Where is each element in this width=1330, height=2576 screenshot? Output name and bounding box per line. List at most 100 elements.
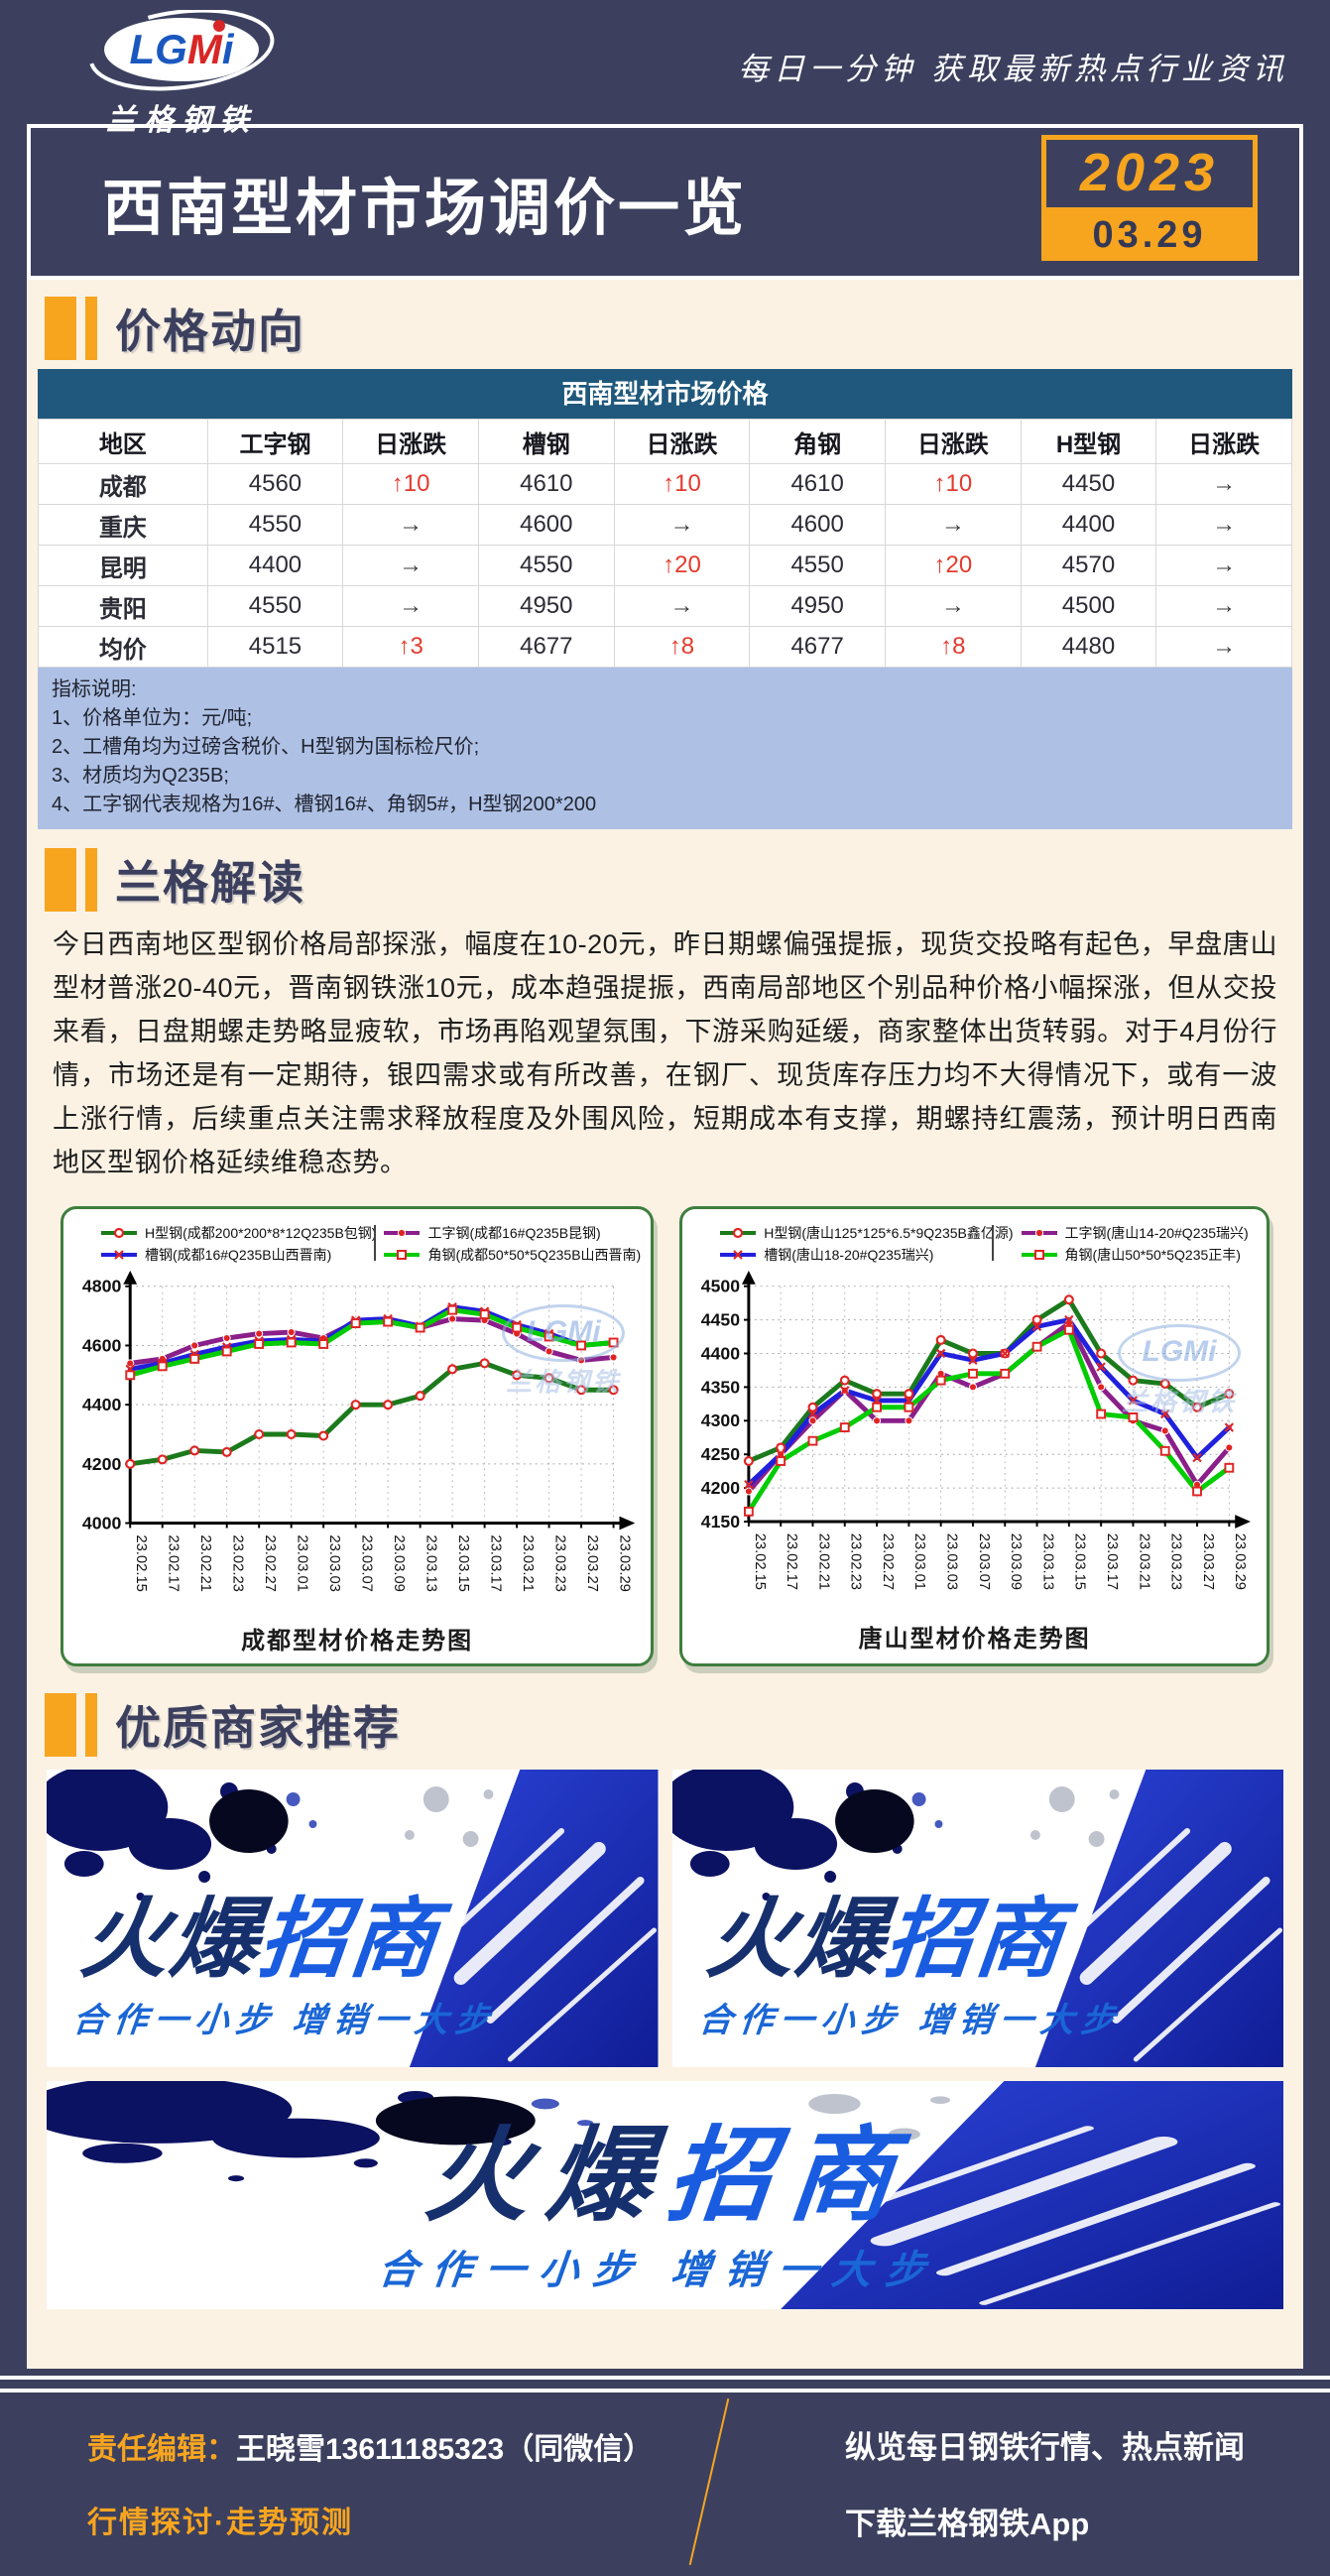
svg-text:23.03.27: 23.03.27 [584, 1534, 600, 1592]
section-marker-icon [85, 848, 97, 912]
svg-text:4800: 4800 [82, 1277, 122, 1296]
price-cell: 4950 [749, 585, 886, 627]
legend-label: 槽钢(唐山18-20#Q235瑞兴) [764, 1247, 934, 1263]
price-cell: 4600 [477, 504, 615, 546]
region-cell: 贵阳 [38, 585, 208, 627]
change-cell: → [1155, 585, 1292, 627]
svg-text:4500: 4500 [701, 1277, 740, 1296]
svg-text:23.03.23: 23.03.23 [1168, 1533, 1184, 1590]
legend-line-icon [720, 1250, 757, 1260]
top-header: LGMi 兰格钢铁 每日一分钟 获取最新热点行业资讯 [0, 0, 1330, 138]
note-item: 2、工槽角均为过磅含税价、H型钢为国标检尺价; [52, 736, 480, 758]
banner-main-left: 火爆 [701, 1890, 891, 1989]
promo-banner[interactable]: 火爆招商 合作一小步 增销一大步 [47, 1770, 659, 2068]
section-header-interpretation: 兰格解读 [45, 847, 1303, 913]
chart-panel-chengdu: H型钢(成都200*200*8*12Q235B包钢) 工字钢(成都16#Q235B… [60, 1206, 655, 1667]
legend-item: 工字钢(成都16#Q235B昆钢) [382, 1223, 641, 1243]
legend-item: H型钢(唐山125*125*6.5*9Q235B鑫亿源) [718, 1223, 1014, 1243]
column-header: 日涨跌 [884, 419, 1022, 464]
svg-text:23.03.07: 23.03.07 [976, 1533, 992, 1590]
svg-text:4600: 4600 [82, 1335, 122, 1355]
legend-line-icon [720, 1227, 757, 1239]
section-marker-icon [85, 1693, 97, 1758]
table-row: 昆明 4400 → 4550 ↑20 4550 ↑20 4570 → [38, 545, 1292, 586]
region-cell: 昆明 [38, 545, 208, 586]
svg-text:23.03.03: 23.03.03 [944, 1533, 960, 1590]
column-header: 工字钢 [206, 419, 344, 464]
notes-title: 指标说明: [52, 678, 137, 700]
svg-text:4400: 4400 [82, 1395, 122, 1414]
svg-text:23.03.13: 23.03.13 [423, 1534, 439, 1592]
editor-label: 责任编辑： [87, 2433, 236, 2466]
svg-text:23.02.17: 23.02.17 [166, 1534, 181, 1592]
divider-line [0, 2376, 1330, 2380]
note-item: 4、工字钢代表规格为16#、槽钢16#、角钢5#，H型钢200*200 [52, 794, 597, 815]
svg-text:4000: 4000 [82, 1513, 122, 1533]
region-cell: 重庆 [38, 504, 208, 546]
price-cell: 4550 [749, 545, 886, 586]
promo-banner[interactable]: 火爆招商 合作一小步 增销一大步 [671, 1770, 1283, 2068]
price-cell: 4480 [1020, 626, 1157, 668]
section-marker-icon [45, 848, 76, 912]
change-cell: → [1155, 545, 1292, 586]
price-table-wrap: 西南型材市场价格 地区 工字钢 日涨跌 槽钢 日涨跌 角钢 日涨跌 H型钢 日涨跌 成都 4560… [38, 369, 1292, 668]
price-trend-chart: 4150 4200 4250 4300 4350 4400 4450 4500 23.02.15… [701, 1271, 1252, 1590]
svg-text:23.03.15: 23.03.15 [1072, 1533, 1088, 1590]
section-header-price-trend: 价格动向 [45, 296, 1303, 361]
legend-label: 工字钢(成都16#Q235B昆钢) [427, 1225, 601, 1241]
svg-text:23.03.03: 23.03.03 [326, 1534, 342, 1592]
svg-text:4150: 4150 [701, 1512, 740, 1532]
legend-label: 槽钢(成都16#Q235B山西晋南) [145, 1247, 332, 1263]
svg-text:LGMi: LGMi [130, 26, 235, 72]
footer: 责任编辑：王晓雪13611185323（同微信） 行情探讨·走势预测 纵览每日钢… [0, 2369, 1330, 2576]
content-sheet: 价格动向 西南型材市场价格 地区 工字钢 日涨跌 槽钢 日涨跌 角钢 日涨跌 H型钢 日涨跌 成… [27, 280, 1303, 2369]
banner-main-right: 招商 [880, 1890, 1069, 1989]
section-marker-icon [45, 1693, 76, 1758]
legend-line-icon [1021, 1228, 1057, 1238]
section-title: 兰格解读 [115, 857, 305, 909]
logo-name: 兰格钢铁 [106, 103, 257, 138]
svg-text:23.03.07: 23.03.07 [359, 1534, 375, 1592]
change-cell: → [1155, 626, 1292, 668]
price-cell: 4677 [749, 626, 886, 668]
svg-text:23.02.21: 23.02.21 [197, 1534, 213, 1592]
banner-text: 火爆招商 合作一小步 增销一大步 [47, 2119, 1283, 2295]
banner-main-right: 招商 [662, 2119, 917, 2235]
price-cell: 4550 [206, 504, 344, 546]
region-cell: 均价 [38, 626, 208, 668]
legend-item: 角钢(成都50*50*5Q235B山西晋南) [382, 1245, 641, 1265]
title-bar: 西南型材市场调价一览 2023 03.29 [27, 124, 1303, 280]
table-notes: 指标说明: 1、价格单位为：元/吨; 2、工槽角均为过磅含税价、H型钢为国标检尺价… [38, 668, 1292, 829]
divider-line [0, 2389, 1330, 2392]
legend-label: 角钢(成都50*50*5Q235B山西晋南) [427, 1247, 642, 1263]
price-cell: 4450 [1020, 463, 1157, 505]
banner-subtitle: 合作一小步 增销一大步 [376, 2249, 941, 2293]
svg-text:4300: 4300 [701, 1411, 740, 1430]
legend-item: 角钢(唐山50*50*5Q235正丰) [1020, 1245, 1257, 1265]
svg-text:23.02.23: 23.02.23 [848, 1533, 864, 1590]
table-row: 贵阳 4550 → 4950 → 4950 → 4500 → [38, 585, 1292, 627]
svg-text:23.03.17: 23.03.17 [488, 1534, 504, 1592]
legend-label: 角钢(唐山50*50*5Q235正丰) [1064, 1247, 1241, 1263]
price-cell: 4610 [477, 463, 615, 505]
ink-splash-art [47, 1770, 659, 2068]
svg-text:23.03.21: 23.03.21 [520, 1534, 536, 1592]
price-cell: 4400 [206, 545, 344, 586]
svg-text:23.03.15: 23.03.15 [455, 1534, 471, 1592]
change-cell: → [613, 504, 751, 546]
banner-main-left: 火爆 [420, 2119, 675, 2235]
change-cell: → [342, 545, 479, 586]
price-cell: 4550 [206, 585, 344, 627]
legend-line-icon [384, 1228, 421, 1238]
banner-subtitle: 合作一小步 增销一大步 [695, 2002, 1124, 2040]
section-title: 价格动向 [115, 306, 305, 357]
price-table: 地区 工字钢 日涨跌 槽钢 日涨跌 角钢 日涨跌 H型钢 日涨跌 成都 4560 ↑10 4610 ↑1… [38, 419, 1292, 668]
region-cell: 成都 [38, 463, 208, 505]
lgmi-logo-icon: LGMi [88, 10, 275, 91]
section-marker-icon [85, 297, 97, 360]
legend-label: H型钢(成都200*200*8*12Q235B包钢) [145, 1225, 377, 1241]
promo-banner[interactable]: 火爆招商 合作一小步 增销一大步 [47, 2081, 1283, 2310]
chart-legend: H型钢(成都200*200*8*12Q235B包钢) 工字钢(成都16#Q235B… [73, 1221, 641, 1271]
legend-item: H型钢(成都200*200*8*12Q235B包钢) [99, 1223, 376, 1243]
column-header: H型钢 [1020, 419, 1157, 464]
